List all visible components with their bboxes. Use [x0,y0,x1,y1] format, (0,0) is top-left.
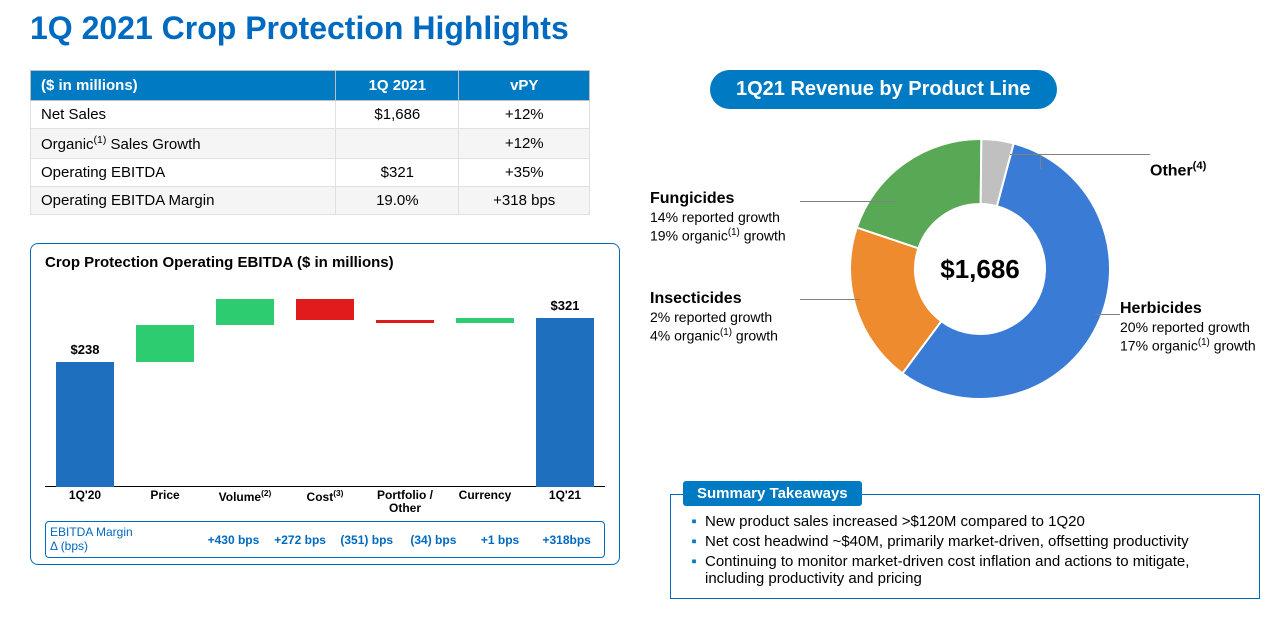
ebitda-margin-row: EBITDA Margin Δ (bps) +430 bps+272 bps(35… [45,521,605,557]
leader-line [1095,314,1120,315]
summary-bullet: Continuing to monitor market-driven cost… [705,553,1245,587]
donut-slice [857,139,982,248]
table-cell: +12% [459,129,590,159]
waterfall-x-label: Volume(2) [205,489,285,515]
donut-title: 1Q21 Revenue by Product Line [710,70,1057,109]
waterfall-x-label: 1Q'20 [45,489,125,515]
leader-line [800,299,860,300]
table-row: Net Sales$1,686+12% [31,101,590,129]
waterfall-value-label: $238 [56,342,114,357]
waterfall-x-label: Portfolio / Other [365,489,445,515]
slide-title: 1Q 2021 Crop Protection Highlights [0,0,1280,47]
waterfall-bar [216,299,274,325]
table-header: vPY [459,71,590,101]
table-cell: Net Sales [31,101,336,129]
waterfall-bar: $238 [56,362,114,487]
table-cell: $321 [336,159,459,187]
leader-line [1010,154,1040,155]
summary-header: Summary Takeaways [683,481,862,506]
donut-segment-label: Fungicides14% reported growth19% organic… [650,189,786,245]
donut-segment-label: Insecticides2% reported growth4% organic… [650,289,778,345]
table-cell [336,129,459,159]
revenue-donut-chart: $1,686 Herbicides20% reported growth17% … [650,119,1270,449]
waterfall-bar [296,299,354,320]
waterfall-x-label: Cost(3) [285,489,365,515]
waterfall-axis [45,486,605,487]
margin-row-cell: +272 bps [267,533,334,547]
summary-box: Summary Takeaways New product sales incr… [670,494,1260,599]
margin-row-cell: +430 bps [200,533,267,547]
table-cell: $1,686 [336,101,459,129]
table-cell: 19.0% [336,187,459,215]
donut-segment-label: Herbicides20% reported growth17% organic… [1120,299,1256,355]
table-row: Operating EBITDA$321+35% [31,159,590,187]
waterfall-bar [136,325,194,362]
leader-line [1040,154,1150,155]
financial-table: ($ in millions)1Q 2021vPY Net Sales$1,68… [30,70,590,215]
donut-segment-label: Other(4) [1150,159,1206,181]
table-cell: Operating EBITDA [31,159,336,187]
table-row: Organic(1) Sales Growth +12% [31,129,590,159]
margin-row-cell: +318bps [533,533,600,547]
waterfall-x-label: Currency [445,489,525,515]
leader-line [1040,154,1041,169]
table-header: ($ in millions) [31,71,336,101]
margin-row-cell: (351) bps [333,533,400,547]
waterfall-value-label: $321 [536,298,594,313]
waterfall-x-label: 1Q'21 [525,489,605,515]
margin-row-cell: +1 bps [467,533,534,547]
waterfall-x-label: Price [125,489,205,515]
waterfall-title: Crop Protection Operating EBITDA ($ in m… [45,254,605,271]
waterfall-bar [456,318,514,323]
table-cell: +12% [459,101,590,129]
table-cell: Operating EBITDA Margin [31,187,336,215]
waterfall-bar: $321 [536,318,594,487]
table-cell: +35% [459,159,590,187]
table-cell: +318 bps [459,187,590,215]
table-header: 1Q 2021 [336,71,459,101]
summary-bullet: Net cost headwind ~$40M, primarily marke… [705,533,1245,550]
margin-row-header: EBITDA Margin Δ (bps) [50,526,134,552]
waterfall-chart: Crop Protection Operating EBITDA ($ in m… [30,243,620,565]
table-cell: Organic(1) Sales Growth [31,129,336,159]
waterfall-bar [376,320,434,323]
leader-line [800,201,895,202]
margin-row-cell: (34) bps [400,533,467,547]
summary-bullet: New product sales increased >$120M compa… [705,513,1245,530]
table-row: Operating EBITDA Margin19.0%+318 bps [31,187,590,215]
